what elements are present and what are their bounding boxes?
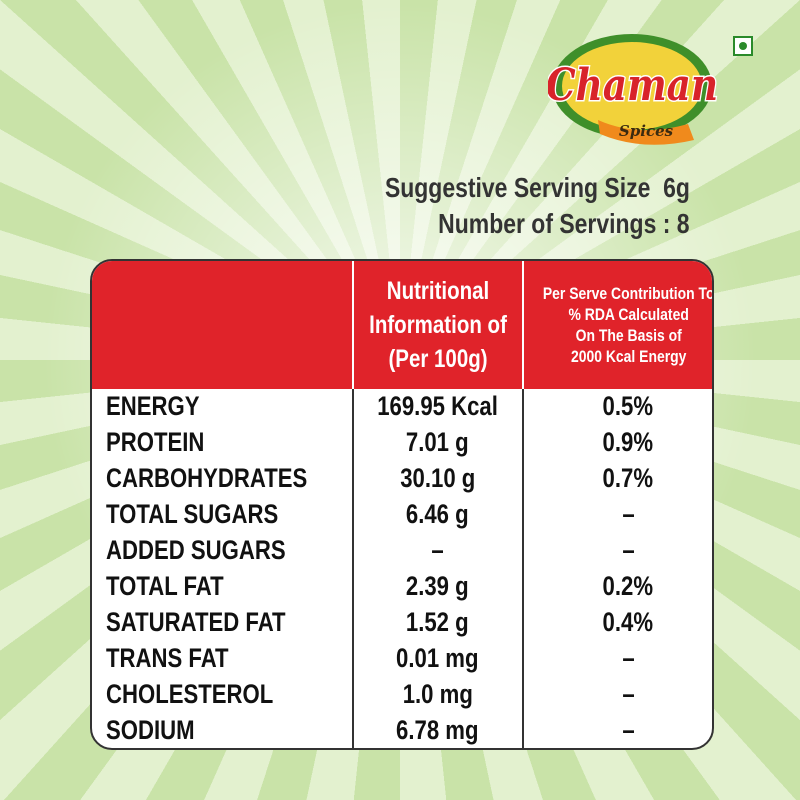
table-cell: 7.01 g	[351, 424, 523, 461]
header-line: 2000 Kcal Energy	[570, 347, 686, 366]
table-cell: CHOLESTEROL	[92, 676, 353, 712]
table-cell: TOTAL SUGARS	[92, 497, 353, 533]
header-line: Per Serve Contribution To	[542, 284, 714, 303]
table-row: CARBOHYDRATES 30.10 g 0.7%	[92, 460, 712, 497]
table-cell: 2.39 g	[351, 568, 523, 605]
table-row: SATURATED FAT 1.52 g 0.4%	[92, 604, 712, 641]
table-cell: 0.5%	[521, 389, 712, 425]
table-cell: 0.9%	[521, 424, 712, 461]
per-100g-value: 0.01 mg	[396, 642, 479, 673]
nutrient-name: CHOLESTEROL	[106, 678, 274, 709]
rda-value: –	[622, 535, 635, 565]
rda-value: 0.2%	[602, 570, 654, 601]
per-100g-value: 169.95 Kcal	[377, 391, 498, 422]
table-row: SODIUM 6.78 mg –	[92, 712, 712, 748]
rda-value: 0.5%	[602, 391, 654, 422]
table-cell: –	[521, 496, 712, 533]
nutrient-name: TOTAL SUGARS	[106, 499, 279, 530]
table-cell: ENERGY	[92, 389, 353, 425]
table-cell: –	[351, 532, 523, 569]
rda-value: –	[622, 678, 635, 709]
header-line: (Per 100g)	[387, 345, 488, 373]
table-cell: 0.7%	[521, 460, 712, 497]
table: Nutritional Information of (Per 100g) Per …	[92, 261, 714, 748]
table-row: CHOLESTEROL 1.0 mg –	[92, 676, 712, 713]
rda-value: –	[622, 714, 635, 745]
table-cell: 1.52 g	[351, 604, 523, 641]
table-cell: 0.4%	[521, 604, 712, 641]
header-cell: Per Serve Contribution To % RDA Calculate…	[521, 261, 714, 389]
table-cell: TOTAL FAT	[92, 568, 353, 604]
per-100g-value: 6.46 g	[406, 499, 469, 530]
table-cell: –	[521, 712, 712, 748]
rda-value: 0.4%	[602, 606, 654, 637]
header-row: Nutritional Information of (Per 100g) Per …	[92, 261, 714, 389]
header-line: Nutritional	[386, 277, 489, 305]
header-line: Information of	[368, 311, 507, 339]
table-cell: 1.0 mg	[351, 676, 523, 713]
per-100g-value: 2.39 g	[406, 570, 469, 601]
table-row: ADDED SUGARS – –	[92, 532, 712, 569]
nutrient-name: ADDED SUGARS	[106, 535, 286, 565]
nutrition-table: Nutritional Information of (Per 100g) Per …	[90, 259, 714, 750]
table-cell: 0.2%	[521, 568, 712, 605]
rda-value: 0.9%	[602, 427, 654, 458]
table-cell: PROTEIN	[92, 425, 353, 461]
table-cell: SATURATED FAT	[92, 604, 353, 640]
header-cell	[92, 261, 353, 389]
nutrient-name: SODIUM	[106, 714, 195, 745]
per-100g-value: 30.10 g	[399, 463, 476, 494]
per-100g-value: 1.52 g	[406, 606, 469, 637]
table-row: TOTAL SUGARS 6.46 g –	[92, 496, 712, 533]
brand-tagline: Spices	[619, 122, 674, 140]
per-100g-value: 7.01 g	[406, 427, 469, 458]
logo-ribbon	[598, 120, 694, 145]
rda-value: 0.7%	[602, 463, 654, 494]
table-cell: 169.95 Kcal	[351, 389, 523, 425]
table-cell: –	[521, 676, 712, 713]
per-100g-value: 1.0 mg	[402, 678, 473, 709]
rda-value: –	[622, 642, 635, 673]
nutrient-name: TRANS FAT	[106, 642, 229, 673]
table-cell: SODIUM	[92, 712, 353, 748]
table-cell: CARBOHYDRATES	[92, 461, 353, 497]
table-row: TRANS FAT 0.01 mg –	[92, 640, 712, 677]
veg-symbol	[733, 36, 753, 56]
nutrient-name: ENERGY	[106, 391, 200, 422]
nutrient-name: TOTAL FAT	[106, 570, 224, 601]
header-cell: Nutritional Information of (Per 100g)	[351, 261, 523, 389]
table-cell: 6.46 g	[351, 496, 523, 533]
logo-inner	[562, 42, 702, 130]
nutrient-name: PROTEIN	[106, 427, 205, 458]
table-row: ENERGY 169.95 Kcal 0.5%	[92, 389, 712, 425]
header-line: % RDA Calculated	[568, 305, 689, 324]
table-cell: 0.01 mg	[351, 640, 523, 677]
serving-count: Number of Servings : 8	[438, 208, 690, 239]
brand-name: Chaman	[548, 59, 718, 111]
table-cell: ADDED SUGARS	[92, 533, 353, 569]
table-cell: TRANS FAT	[92, 640, 353, 676]
table-cell: 6.78 mg	[351, 712, 523, 748]
rda-value: –	[622, 499, 635, 530]
table-row: PROTEIN 7.01 g 0.9%	[92, 424, 712, 461]
table-cell: –	[521, 532, 712, 569]
header-line: On The Basis of	[575, 326, 682, 345]
per-100g-value: 6.78 mg	[396, 714, 479, 745]
table-cell: –	[521, 640, 712, 677]
table-row: TOTAL FAT 2.39 g 0.2%	[92, 568, 712, 605]
nutrient-name: SATURATED FAT	[106, 606, 286, 637]
table-cell: 30.10 g	[351, 460, 523, 497]
brand-logo: Chaman Spices	[548, 34, 718, 145]
nutrient-name: CARBOHYDRATES	[106, 463, 308, 494]
serving-size: Suggestive Serving Size 6g	[385, 172, 690, 203]
per-100g-value: –	[431, 535, 444, 565]
